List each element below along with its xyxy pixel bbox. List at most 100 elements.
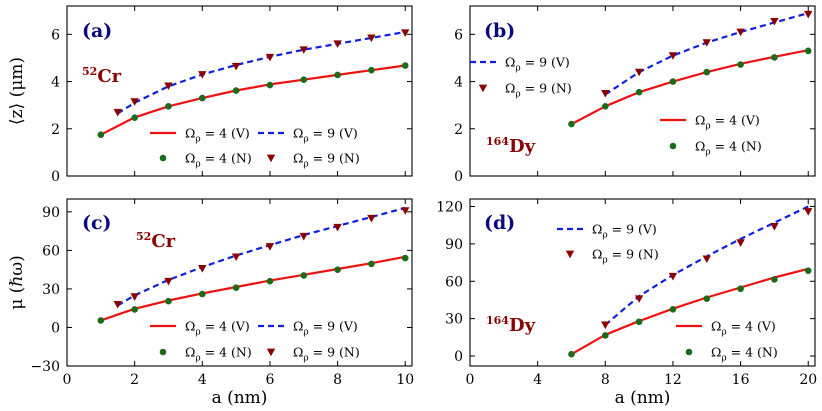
y-tick-label: 0 (51, 169, 60, 185)
data-point-n9 (634, 295, 644, 303)
data-point-n4 (368, 66, 375, 74)
legend-entry-n4: Ωρ = 4 (N) (685, 345, 778, 364)
x-tick-label: 6 (265, 372, 274, 388)
data-point-n4 (368, 260, 375, 268)
legend-label-n9: Ωρ = 9 (N) (592, 247, 659, 266)
y-tick-label: 6 (51, 27, 60, 43)
data-point-n9 (265, 243, 275, 251)
legend-entry-v9: Ωρ = 9 (V) (258, 126, 358, 145)
species-label: 164Dy (486, 314, 536, 336)
series-line-v4 (100, 255, 406, 322)
legend-marker-n9 (266, 154, 276, 163)
data-point-n9 (736, 28, 745, 37)
data-point-n9 (265, 53, 275, 62)
data-point-n4 (334, 71, 341, 79)
y-tick-label: 90 (445, 237, 463, 253)
data-point-n9 (130, 293, 139, 301)
data-point-n9 (113, 108, 122, 117)
legend-label-v9: Ωρ = 9 (V) (505, 55, 570, 74)
data-point-n4 (232, 284, 240, 291)
panel-tag: (b) (484, 20, 515, 42)
x-tick-label: 8 (601, 372, 610, 388)
legend-label-n4: Ωρ = 4 (N) (711, 345, 778, 364)
data-point-n4 (131, 306, 138, 313)
legend-entry-v9: Ωρ = 9 (V) (258, 319, 358, 338)
series-line-v4 (570, 49, 809, 126)
data-point-n9 (231, 253, 241, 262)
y-tick-label: −30 (30, 359, 60, 375)
data-point-n9 (130, 98, 139, 106)
x-tick-label: 12 (664, 372, 682, 388)
legend-label-v4: Ωρ = 4 (V) (185, 319, 250, 338)
data-point-n9 (231, 62, 241, 71)
data-point-n9 (401, 29, 410, 37)
y-tick-label: 30 (42, 282, 60, 298)
legend-entry-n9: Ωρ = 9 (N) (478, 81, 572, 100)
panel-a: 0 2 4 6 (a) 52Cr Ωρ = 4 (V) Ωρ = 9 (V) Ωρ = 4 (N… (7, 5, 413, 185)
data-point-n4 (401, 254, 409, 262)
data-point-n4 (568, 350, 575, 358)
data-point-n9 (770, 17, 779, 26)
plot-frame (469, 198, 816, 367)
x-axis-title: a (nm) (615, 388, 671, 408)
y-tick-label: 6 (454, 27, 463, 43)
legend-marker-n9 (266, 348, 276, 357)
x-tick-label: 2 (130, 372, 139, 388)
legend-marker-n9 (565, 250, 575, 259)
data-point-n9 (804, 10, 813, 19)
y-tick-label: 60 (445, 274, 463, 290)
data-point-n9 (702, 255, 711, 264)
data-point-n9 (367, 34, 376, 43)
series-line-v9 (117, 206, 406, 307)
data-point-n4 (266, 81, 274, 89)
data-point-n9 (634, 68, 644, 77)
data-point-n4 (669, 305, 677, 313)
legend-entry-n4: Ωρ = 4 (N) (159, 151, 252, 170)
data-point-n9 (668, 272, 678, 281)
panel-tag: (d) (484, 212, 515, 234)
data-point-n9 (198, 265, 207, 273)
legend-label-n9: Ωρ = 9 (N) (293, 151, 360, 170)
data-point-n4 (635, 88, 643, 96)
y-tick-label: 0 (454, 169, 463, 185)
data-point-n4 (804, 47, 812, 55)
data-point-n9 (770, 223, 779, 231)
y-tick-label: 0 (51, 320, 60, 336)
legend-entry-v9: Ωρ = 9 (V) (470, 55, 570, 74)
y-axis-title: μ (ℏω) (7, 255, 27, 310)
x-axis-title: a (nm) (212, 388, 268, 408)
legend-entry-v9: Ωρ = 9 (V) (557, 222, 657, 241)
plot-frame (66, 198, 413, 367)
series-line-v9 (117, 30, 406, 115)
y-axis-title: ⟨z⟩ (μm) (7, 57, 27, 125)
data-point-n4 (568, 120, 575, 128)
data-point-n4 (334, 266, 341, 273)
data-point-n4 (669, 78, 677, 85)
legend-marker-n4 (159, 154, 167, 162)
legend-label-v4: Ωρ = 4 (V) (185, 126, 250, 145)
legend-entry-n4: Ωρ = 4 (N) (159, 345, 252, 364)
species-label: 52Cr (82, 65, 122, 87)
x-tick-label: 4 (198, 372, 207, 388)
x-tick-label: 10 (396, 372, 414, 388)
y-tick-label: 60 (42, 243, 60, 259)
plot-frame (469, 5, 816, 177)
data-point-n4 (737, 285, 744, 293)
panel-tag: (a) (82, 20, 112, 42)
legend-label-v4: Ωρ = 4 (V) (695, 113, 760, 132)
y-tick-label: 0 (454, 349, 463, 365)
legend-label-n4: Ωρ = 4 (N) (695, 139, 762, 158)
legend-label-n4: Ωρ = 4 (N) (185, 151, 252, 170)
data-point-n4 (771, 54, 778, 61)
y-tick-label: 30 (445, 312, 463, 328)
legend-entry-n9: Ωρ = 9 (N) (266, 345, 360, 364)
data-point-n4 (97, 131, 105, 138)
legend-label-v9: Ωρ = 9 (V) (293, 319, 358, 338)
legend-marker-n4 (669, 142, 677, 150)
legend-marker-n4 (159, 348, 167, 356)
data-point-n9 (198, 71, 207, 79)
legend-label-v9: Ωρ = 9 (V) (592, 222, 657, 241)
panel-tag: (c) (82, 212, 112, 234)
y-tick-label: 90 (42, 205, 60, 221)
